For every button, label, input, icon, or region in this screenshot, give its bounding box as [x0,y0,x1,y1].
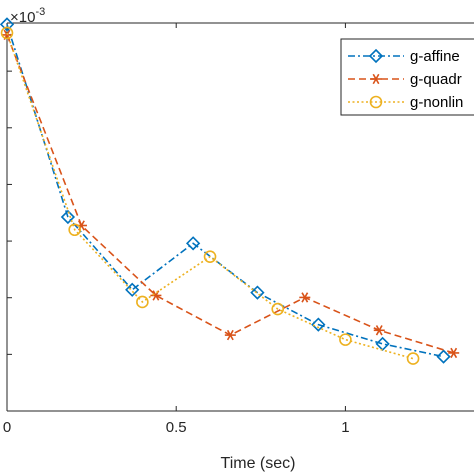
data-point-diamond [60,209,76,225]
legend-item: g-quadr [348,71,462,88]
series-g-nonlin [0,26,420,365]
data-point-asterisk [299,292,311,303]
y-exponent-power: -3 [35,6,45,18]
asterisk-stroke [372,73,380,85]
data-point-circle [203,250,217,263]
data-point-circle [406,352,420,365]
legend-item: g-affine [348,48,460,65]
data-point-asterisk [224,329,236,341]
data-point-diamond [250,285,265,300]
data-point-circle [68,223,81,237]
data-point-diamond [436,349,451,364]
asterisk-stroke [375,325,383,336]
data-point-diamond [311,317,326,332]
data-point-diamond [0,17,15,32]
legend-label: g-nonlin [410,94,463,111]
series-g-affine [0,17,451,364]
y-axis-exponent: ×10-3 [10,6,45,26]
y-exponent-base: ×10 [10,9,35,26]
data-point-diamond [185,236,201,251]
data-point-diamond [375,336,390,352]
data-point-asterisk [373,325,385,336]
data-point-circle [369,95,383,109]
legend-label: g-quadr [410,71,462,88]
plot-area [0,17,460,365]
asterisk-stroke [226,329,234,341]
data-point-asterisk [370,73,382,85]
data-point-circle [271,302,285,316]
legend: g-affine g-quadr g-nonlin [340,38,474,116]
series-line [6,32,414,360]
data-point-circle [0,26,14,40]
x-tick-label: 0.5 [166,419,187,436]
x-tick-label: 0 [3,419,11,436]
data-point-diamond [368,48,384,64]
asterisk-stroke [450,347,458,359]
data-point-circle [136,295,149,309]
data-point-diamond [125,282,140,297]
data-point-asterisk [448,347,460,359]
axes [6,22,474,412]
series-line [6,24,444,358]
legend-label: g-affine [410,48,460,65]
data-point-circle [339,333,352,346]
legend-item: g-nonlin [348,94,463,111]
x-tick-label: 1 [341,419,349,436]
x-axis-label: Time (sec) [221,455,296,472]
asterisk-stroke [301,292,309,303]
tick-labels: 0 0.5 1 [3,419,350,436]
